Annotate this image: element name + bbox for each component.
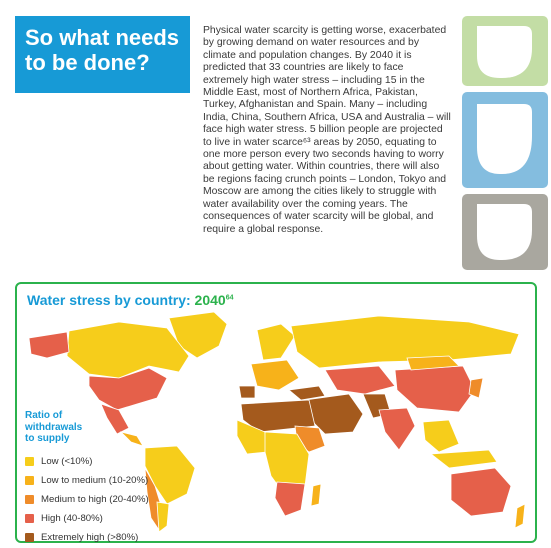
- southeast-asia: [422, 419, 460, 453]
- legend-label: Medium to high (20-40%): [41, 494, 149, 505]
- legend-label: Extremely high (>80%): [41, 532, 139, 543]
- legend-label: High (40-80%): [41, 513, 103, 524]
- russia: [290, 315, 520, 369]
- indonesia: [429, 449, 498, 469]
- india: [378, 407, 416, 451]
- europe-central: [250, 359, 300, 391]
- scandinavia: [256, 323, 296, 361]
- mexico: [100, 403, 130, 435]
- legend-item-medium-high: Medium to high (20-40%): [25, 490, 149, 509]
- map-year: 2040: [194, 292, 226, 308]
- leaf-drop-icon: [462, 16, 548, 86]
- legend-swatch: [25, 514, 34, 523]
- spain: [238, 385, 256, 399]
- legend-swatch: [25, 495, 34, 504]
- legend-label: Low (<10%): [41, 456, 93, 467]
- body-paragraph: Physical water scarcity is getting worse…: [203, 25, 451, 235]
- map-title: Water stress by country: 204064: [27, 292, 234, 308]
- section-heading: So what needs to be done?: [15, 16, 190, 93]
- legend-item-extremely-high: Extremely high (>80%): [25, 528, 149, 547]
- new-zealand: [514, 503, 526, 529]
- map-legend: Low (<10%) Low to medium (10-20%) Medium…: [25, 452, 149, 547]
- legend-swatch: [25, 476, 34, 485]
- south-america-north: [144, 445, 196, 505]
- legend-swatch: [25, 533, 34, 542]
- heading-line-2: to be done?: [25, 50, 150, 75]
- usa: [88, 367, 168, 411]
- japan-korea: [468, 377, 484, 399]
- central-america: [119, 431, 144, 447]
- water-stress-map-panel: Water stress by country: 204064: [15, 282, 537, 543]
- heading-line-1: So what needs: [25, 25, 180, 50]
- australia: [450, 467, 512, 517]
- north-africa: [240, 399, 316, 433]
- legend-item-high: High (40-80%): [25, 509, 149, 528]
- alaska: [28, 331, 70, 359]
- world-map: [28, 311, 526, 533]
- mongolia: [406, 355, 460, 371]
- west-africa: [236, 419, 268, 455]
- turkey: [288, 385, 326, 401]
- water-drop-icon: [462, 92, 548, 188]
- drop-icon: [462, 194, 548, 270]
- legend-swatch: [25, 457, 34, 466]
- madagascar: [310, 483, 322, 507]
- argentina: [156, 501, 170, 533]
- legend-item-low-medium: Low to medium (10-20%): [25, 471, 149, 490]
- legend-label: Low to medium (10-20%): [41, 475, 149, 486]
- map-footnote: 64: [225, 294, 234, 302]
- southern-africa: [274, 481, 306, 517]
- canada: [66, 321, 190, 379]
- china: [394, 365, 476, 413]
- central-asia: [324, 365, 396, 395]
- legend-item-low: Low (<10%): [25, 452, 149, 471]
- legend-heading: Ratio of withdrawals to supply: [25, 410, 83, 444]
